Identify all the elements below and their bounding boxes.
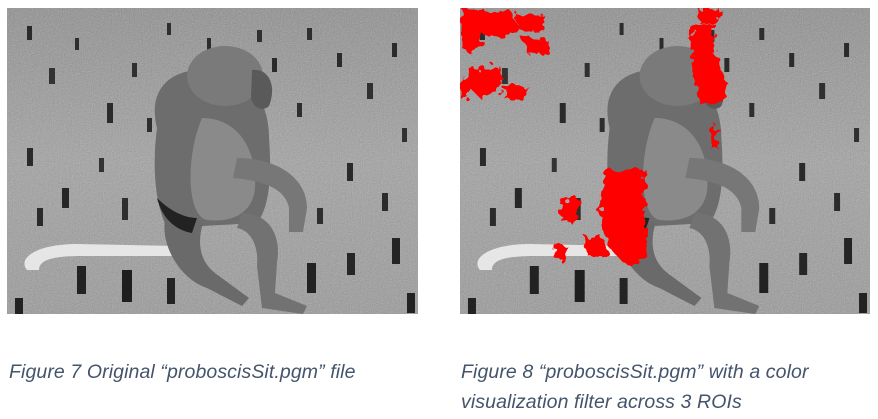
roi-1-highlight	[461, 10, 550, 100]
roi-2-highlight	[691, 8, 728, 148]
figure-8-caption-line-1: Figure 8 “proboscisSit.pgm” with a color	[461, 361, 809, 383]
figure-8-caption-line-2: visualization filter across 3 ROIs	[461, 391, 742, 413]
proboscis-monkey-photo	[7, 8, 418, 314]
figure-8-caption: Figure 8 “proboscisSit.pgm” with a color…	[461, 357, 876, 417]
figure-8-image	[460, 8, 870, 314]
figure-7-caption-text: Figure 7 Original “proboscisSit.pgm” fil…	[9, 361, 356, 383]
proboscis-monkey-roi-photo	[460, 8, 870, 314]
figure-7-caption: Figure 7 Original “proboscisSit.pgm” fil…	[9, 357, 429, 387]
figure-7-image	[7, 8, 418, 314]
roi-3-highlight	[551, 168, 647, 264]
